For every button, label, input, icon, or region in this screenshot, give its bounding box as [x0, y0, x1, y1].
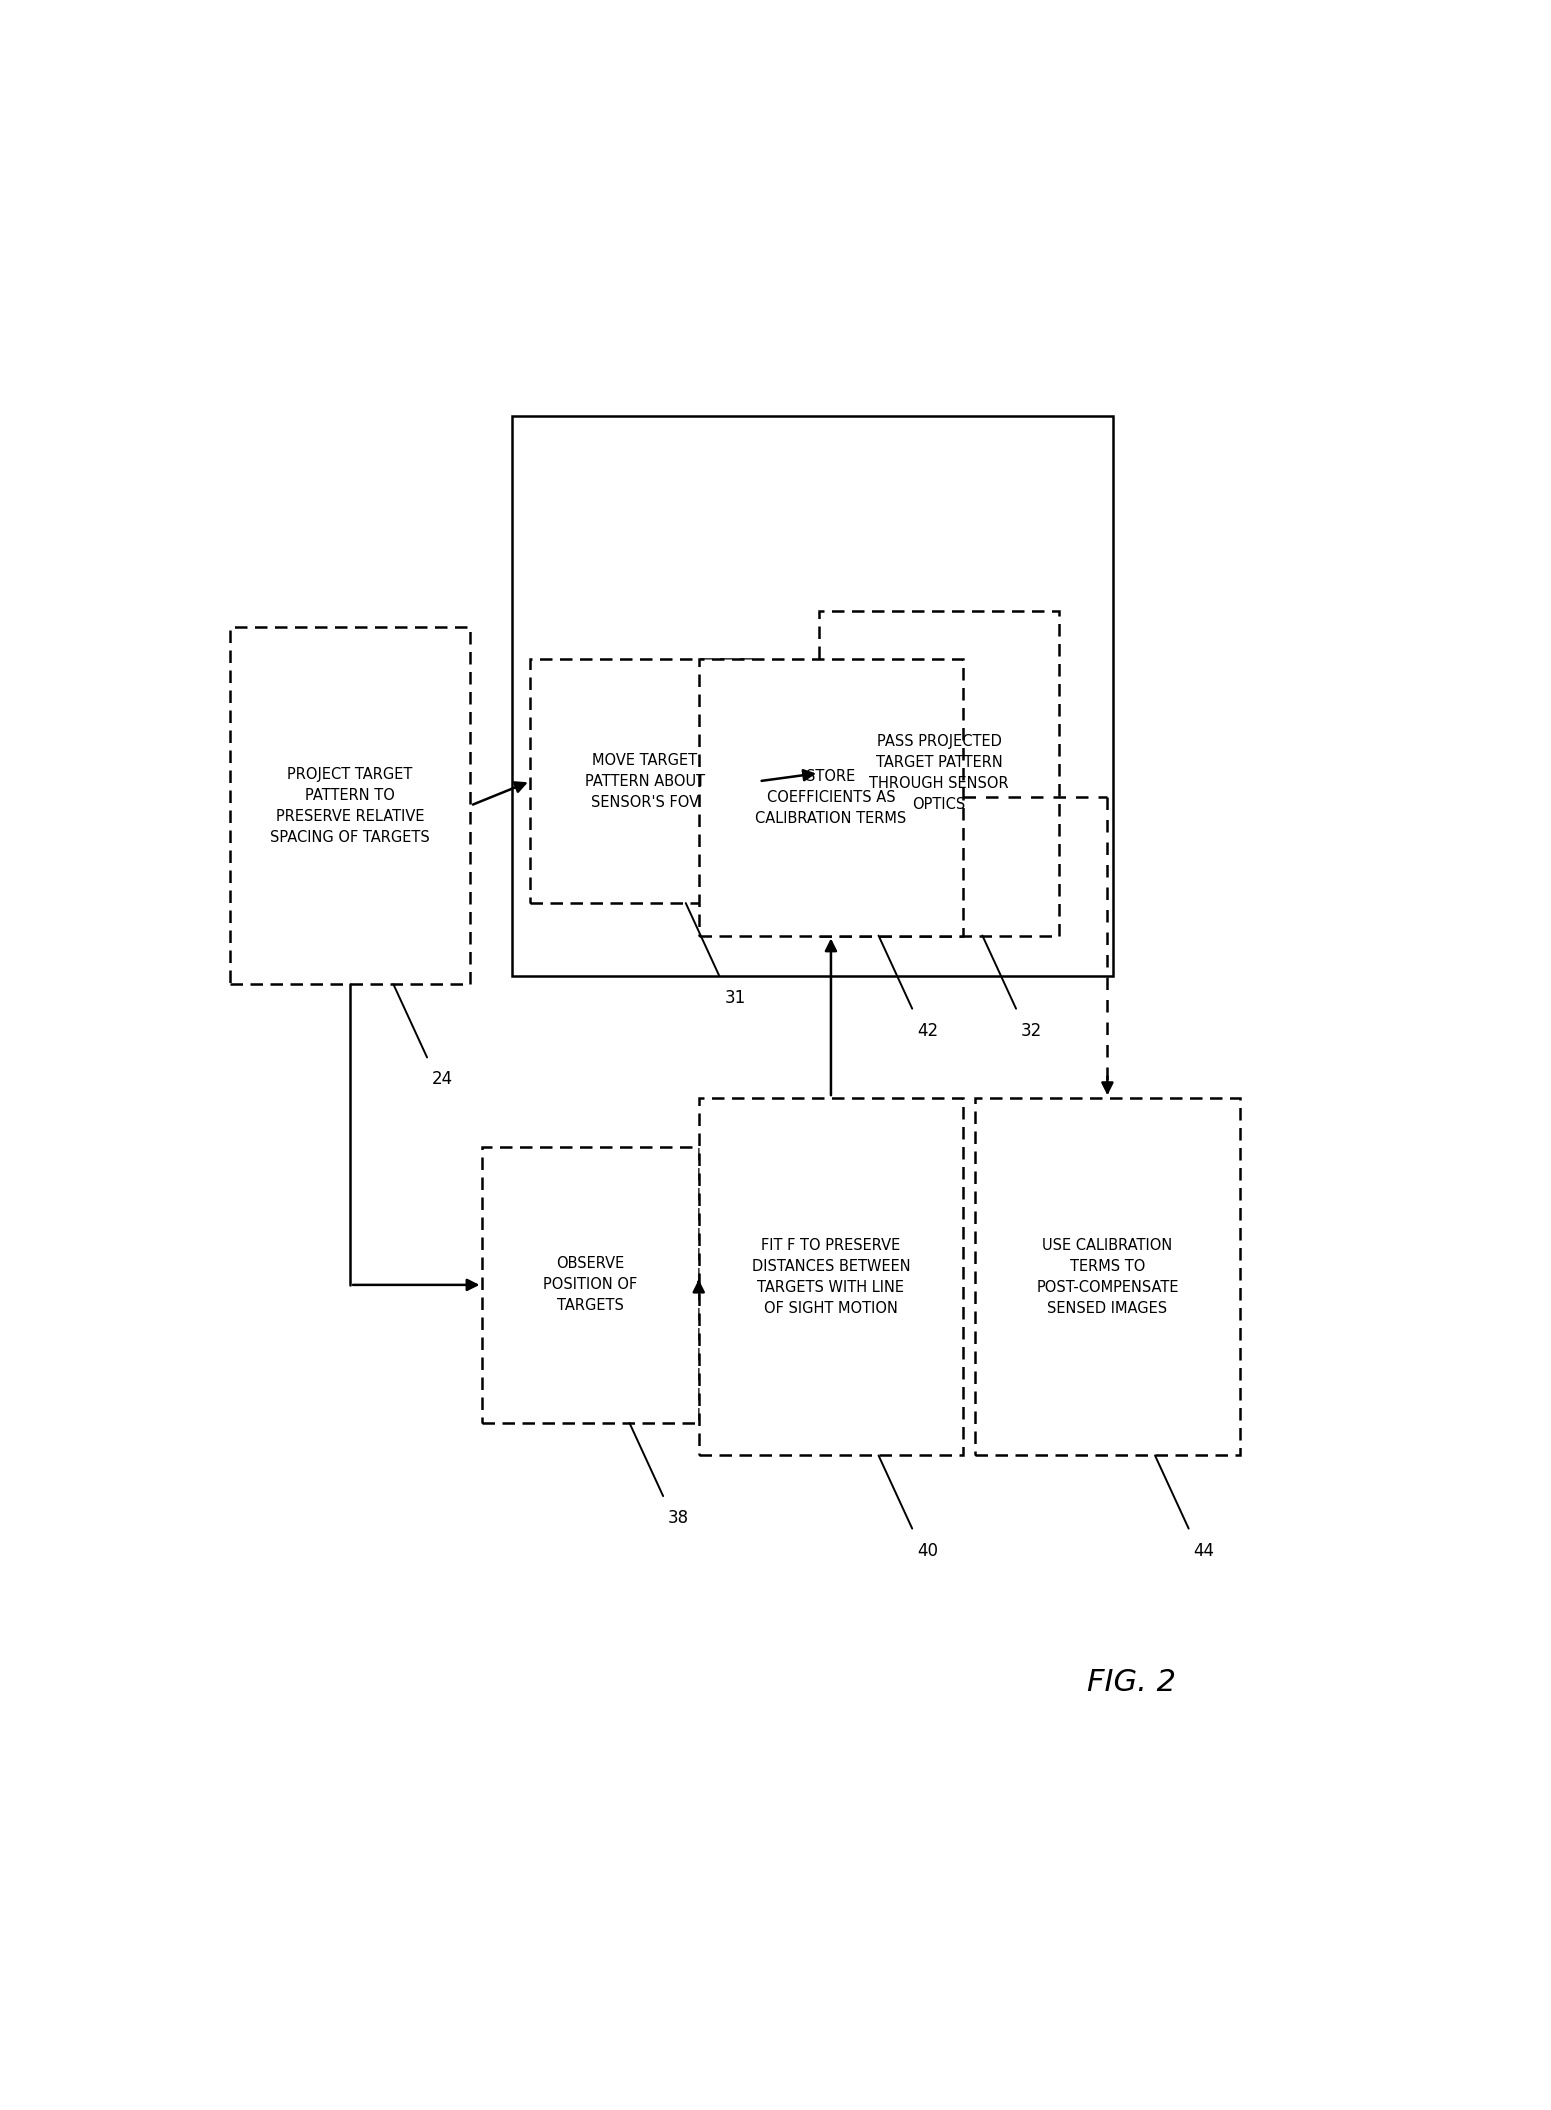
Text: 44: 44 — [1193, 1542, 1214, 1559]
Bar — [530, 658, 758, 903]
Text: PROJECT TARGET
PATTERN TO
PRESERVE RELATIVE
SPACING OF TARGETS: PROJECT TARGET PATTERN TO PRESERVE RELAT… — [270, 766, 430, 844]
Bar — [230, 627, 470, 983]
Text: STORE
COEFFICIENTS AS
CALIBRATION TERMS: STORE COEFFICIENTS AS CALIBRATION TERMS — [755, 768, 907, 825]
Text: 32: 32 — [1021, 1021, 1042, 1040]
Bar — [698, 1097, 963, 1456]
Text: OBSERVE
POSITION OF
TARGETS: OBSERVE POSITION OF TARGETS — [543, 1255, 637, 1312]
Text: 42: 42 — [917, 1021, 938, 1040]
Text: MOVE TARGET
PATTERN ABOUT
SENSOR'S FOV: MOVE TARGET PATTERN ABOUT SENSOR'S FOV — [585, 753, 704, 810]
Text: 24: 24 — [431, 1070, 453, 1089]
Text: 38: 38 — [668, 1509, 689, 1528]
Bar — [512, 416, 1114, 977]
Text: PASS PROJECTED
TARGET PATTERN
THROUGH SENSOR
OPTICS: PASS PROJECTED TARGET PATTERN THROUGH SE… — [869, 734, 1010, 812]
Bar — [976, 1097, 1239, 1456]
Text: 31: 31 — [724, 990, 746, 1006]
Text: FIT F TO PRESERVE
DISTANCES BETWEEN
TARGETS WITH LINE
OF SIGHT MOTION: FIT F TO PRESERVE DISTANCES BETWEEN TARG… — [752, 1239, 910, 1317]
Bar — [482, 1146, 698, 1422]
Bar — [698, 658, 963, 935]
Text: FIG. 2: FIG. 2 — [1087, 1669, 1176, 1696]
Text: 40: 40 — [917, 1542, 938, 1559]
Bar — [819, 610, 1059, 935]
Text: USE CALIBRATION
TERMS TO
POST-COMPENSATE
SENSED IMAGES: USE CALIBRATION TERMS TO POST-COMPENSATE… — [1036, 1239, 1179, 1317]
